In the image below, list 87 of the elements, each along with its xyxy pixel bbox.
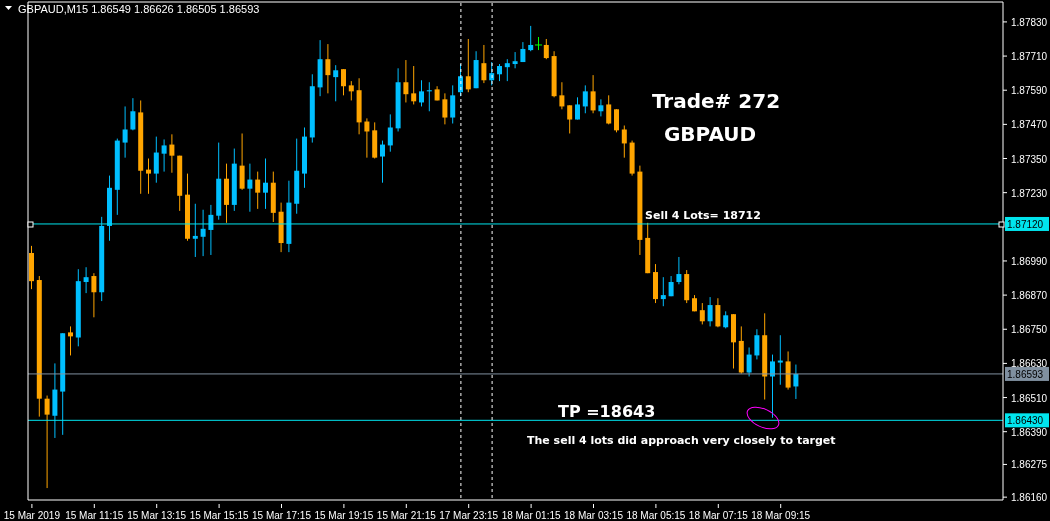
candlestick	[606, 94, 612, 125]
x-tick-label: 15 Mar 15:15	[189, 510, 249, 521]
x-tick-label: 18 Mar 09:15	[751, 510, 811, 521]
x-tick-label: 17 Mar 23:15	[439, 510, 499, 521]
candlestick	[333, 64, 339, 102]
candlestick	[575, 96, 580, 121]
candlestick	[543, 38, 549, 60]
candlestick	[83, 266, 89, 294]
candlestick	[68, 325, 73, 356]
candlestick	[247, 163, 253, 213]
annotation: GBPAUD	[663, 122, 757, 146]
candlestick	[614, 108, 619, 133]
candlestick	[419, 79, 424, 107]
candlestick	[161, 138, 167, 173]
candlestick	[263, 158, 268, 210]
candlestick	[348, 80, 354, 101]
candlestick	[559, 81, 565, 110]
y-tick-label: 1.87590	[1011, 85, 1048, 97]
candlestick	[169, 133, 175, 174]
candlestick	[192, 203, 198, 258]
candlestick	[715, 297, 721, 328]
candlestick	[325, 43, 331, 94]
candlestick	[341, 68, 346, 96]
x-tick-label: 18 Mar 07:15	[688, 510, 749, 521]
y-tick-label: 1.87710	[1011, 51, 1048, 63]
candlestick	[44, 395, 50, 489]
x-tick-label: 15 Mar 13:15	[127, 510, 187, 521]
candlestick	[707, 296, 713, 327]
candlestick	[660, 276, 666, 307]
candlestick	[567, 104, 573, 134]
candlestick	[777, 334, 783, 386]
candlestick	[387, 113, 393, 153]
candlestick	[528, 25, 534, 52]
candlestick	[442, 92, 448, 125]
x-tick-label: 15 Mar 2019	[3, 510, 61, 521]
candlestick	[598, 98, 604, 117]
annotation: TP =18643	[558, 402, 656, 421]
x-tick-label: 18 Mar 01:15	[501, 510, 561, 521]
y-tick-label: 1.87830	[1011, 16, 1048, 28]
y-tick-label: 1.86870	[1011, 290, 1048, 302]
candlestick	[239, 132, 245, 191]
candlestick	[512, 51, 518, 69]
x-tick-label: 15 Mar 19:15	[314, 510, 374, 521]
candlestick	[699, 302, 705, 325]
candlestick	[754, 328, 760, 360]
y-tick-label: 1.86510	[1011, 392, 1048, 404]
candlestick	[255, 171, 261, 210]
y-tick-label: 1.87470	[1011, 119, 1048, 131]
x-tick-label: 15 Mar 17:15	[252, 510, 312, 521]
ref-line-label: 1.86430	[1007, 415, 1044, 427]
candlestick	[122, 105, 128, 159]
y-tick-label: 1.86275	[1011, 459, 1048, 471]
x-tick-label: 15 Mar 11:15	[65, 510, 124, 521]
candlestick	[380, 140, 385, 184]
candlestick	[590, 74, 596, 114]
x-tick-label: 18 Mar 03:15	[564, 510, 624, 521]
ref-line-label: 1.86593	[1007, 368, 1044, 380]
y-tick-label: 1.86750	[1011, 324, 1048, 336]
candlestick	[200, 209, 206, 257]
x-tick-label: 18 Mar 05:15	[626, 510, 686, 521]
x-tick-label: 15 Mar 21:15	[376, 510, 437, 521]
y-tick-label: 1.86630	[1011, 358, 1048, 370]
candlestick	[465, 38, 471, 93]
candlestick	[582, 84, 588, 114]
y-tick-label: 1.86390	[1011, 426, 1048, 438]
candlestick	[91, 272, 97, 318]
candlestick	[153, 136, 159, 184]
candlestick	[130, 97, 136, 131]
candlestick	[481, 44, 487, 84]
candlestick	[364, 117, 370, 159]
annotation: The sell 4 lots did approach very closely to target	[527, 434, 836, 447]
y-tick-label: 1.87230	[1011, 187, 1048, 199]
candlestick	[146, 158, 151, 195]
candlestick	[676, 256, 682, 285]
candlestick	[504, 58, 510, 82]
ref-line-label: 1.87120	[1007, 218, 1044, 230]
candlestick	[746, 346, 752, 377]
y-tick-label: 1.86160	[1011, 492, 1048, 504]
y-tick-label: 1.87350	[1011, 153, 1048, 165]
candlestick	[621, 125, 627, 159]
annotation: Sell 4 Lots= 18712	[645, 209, 761, 222]
chart-title: GBPAUD,M15 1.86549 1.86626 1.86505 1.86593	[18, 3, 260, 15]
y-tick-label: 1.86990	[1011, 255, 1048, 267]
annotation: Trade# 272	[651, 89, 781, 113]
candlestick	[403, 59, 409, 103]
candlestick	[450, 84, 456, 125]
candlestick	[411, 65, 417, 105]
